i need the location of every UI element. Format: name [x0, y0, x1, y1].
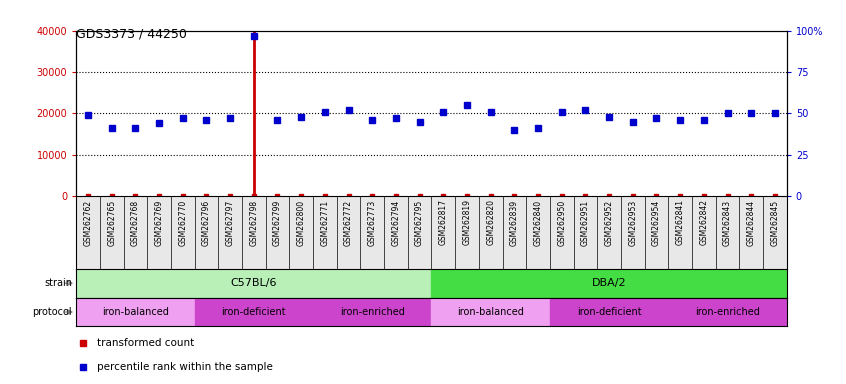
Text: GSM262951: GSM262951: [581, 200, 590, 246]
Text: GSM262840: GSM262840: [534, 200, 542, 246]
Bar: [550, 298, 668, 326]
Text: GSM262953: GSM262953: [629, 200, 637, 246]
Text: percentile rank within the sample: percentile rank within the sample: [97, 362, 273, 372]
Text: GSM262817: GSM262817: [439, 200, 448, 245]
Text: GDS3373 / 44250: GDS3373 / 44250: [76, 27, 187, 40]
Text: GSM262845: GSM262845: [771, 200, 779, 246]
Text: GSM262819: GSM262819: [463, 200, 471, 245]
Text: GSM262844: GSM262844: [747, 200, 755, 246]
Text: GSM262796: GSM262796: [202, 200, 211, 246]
Text: GSM262795: GSM262795: [415, 200, 424, 246]
Text: GSM262770: GSM262770: [179, 200, 187, 246]
Text: iron-deficient: iron-deficient: [222, 307, 286, 317]
Text: C57BL/6: C57BL/6: [231, 278, 277, 288]
Text: protocol: protocol: [32, 307, 72, 317]
Text: GSM262800: GSM262800: [297, 200, 305, 246]
Text: iron-balanced: iron-balanced: [102, 307, 169, 317]
Text: GSM262769: GSM262769: [155, 200, 163, 246]
Text: strain: strain: [44, 278, 72, 288]
Bar: [431, 269, 787, 298]
Text: GSM262799: GSM262799: [273, 200, 282, 246]
Text: GSM262954: GSM262954: [652, 200, 661, 246]
Text: GSM262794: GSM262794: [392, 200, 400, 246]
Bar: [76, 269, 431, 298]
Text: GSM262771: GSM262771: [321, 200, 329, 246]
Bar: [195, 298, 313, 326]
Text: GSM262952: GSM262952: [605, 200, 613, 246]
Bar: [431, 298, 550, 326]
Text: DBA/2: DBA/2: [592, 278, 626, 288]
Text: GSM262798: GSM262798: [250, 200, 258, 246]
Text: GSM262773: GSM262773: [368, 200, 376, 246]
Text: GSM262797: GSM262797: [226, 200, 234, 246]
Text: GSM262841: GSM262841: [676, 200, 684, 245]
Text: GSM262820: GSM262820: [486, 200, 495, 245]
Text: iron-balanced: iron-balanced: [457, 307, 525, 317]
Text: GSM262839: GSM262839: [510, 200, 519, 246]
Text: GSM262768: GSM262768: [131, 200, 140, 246]
Bar: [76, 298, 195, 326]
Text: GSM262765: GSM262765: [107, 200, 116, 246]
Bar: [668, 298, 787, 326]
Text: GSM262842: GSM262842: [700, 200, 708, 245]
Text: GSM262950: GSM262950: [558, 200, 566, 246]
Text: GSM262762: GSM262762: [84, 200, 92, 246]
Bar: [313, 298, 431, 326]
Text: GSM262772: GSM262772: [344, 200, 353, 246]
Text: iron-enriched: iron-enriched: [695, 307, 760, 317]
Text: GSM262843: GSM262843: [723, 200, 732, 246]
Text: transformed count: transformed count: [97, 338, 195, 348]
Text: iron-deficient: iron-deficient: [577, 307, 641, 317]
Text: iron-enriched: iron-enriched: [340, 307, 404, 317]
